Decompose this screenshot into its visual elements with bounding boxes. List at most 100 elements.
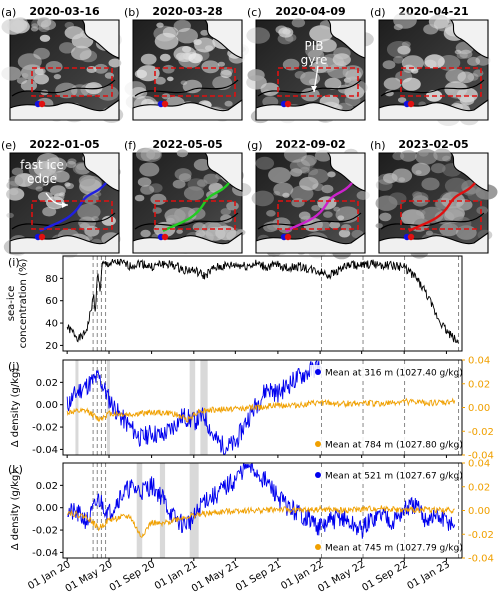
ice-patch (30, 26, 39, 32)
ice-patch (451, 216, 472, 231)
ice-patch (11, 167, 24, 176)
y-tick-label: 0.00 (36, 503, 58, 514)
ice-patch (311, 205, 321, 212)
ice-shelf (9, 98, 120, 121)
ice-patch (6, 187, 25, 201)
ice-patch (448, 88, 455, 93)
ice-patch (67, 158, 77, 165)
ice-patch (425, 230, 433, 236)
ice-patch (246, 27, 270, 44)
y-tick-label-right: -0.02 (468, 427, 494, 438)
ice-patch (140, 229, 151, 238)
ice-patch (383, 173, 398, 184)
ice-patch (6, 212, 14, 218)
ice-patch (459, 49, 473, 59)
ice-patch (124, 81, 147, 97)
y-axis-label-line: Δ density (g/kg) (10, 368, 21, 448)
y-tick-label-right: -0.04 (468, 451, 494, 462)
annotation-line: gyre (301, 53, 328, 67)
map-panel: 2020-04-09 (c) PIB gyre (246, 5, 374, 124)
shaded-period (106, 360, 110, 455)
y-tick-label-right: 0.00 (468, 506, 490, 517)
ice-patch (397, 45, 411, 55)
ice-shelf (378, 231, 489, 254)
x-tick-label: 01 May 20 (64, 559, 115, 594)
ice-patch (255, 156, 275, 170)
ice-patch (401, 55, 424, 71)
y-axis-label: Δ density (g/kg) (10, 471, 21, 551)
annotation-line: edge (27, 172, 57, 186)
study-box (400, 200, 482, 230)
y-tick-label: 20 (45, 341, 58, 352)
ice-patch (140, 53, 157, 65)
ice-patch (393, 56, 404, 64)
map-date-title: 2020-04-21 (398, 5, 468, 18)
map-date-title: 2020-04-09 (275, 5, 345, 18)
ice-patch (65, 160, 77, 169)
ice-patch (329, 221, 341, 229)
ice-patch (167, 76, 174, 82)
shaded-period (75, 360, 79, 455)
chart-panel: 0.02 0.00 -0.02 -0.04 0.04 0.02 0.00 -0.02 -0.04… (8, 356, 494, 462)
ice-patch (9, 188, 19, 196)
x-tick-label: 01 Jan 23 (406, 559, 452, 592)
ice-patch (424, 54, 445, 69)
ice-patch (59, 42, 76, 54)
coastline (11, 79, 116, 97)
y-tick-label: 0.00 (36, 400, 58, 411)
ice-patch (300, 87, 320, 102)
ice-patch (398, 177, 406, 182)
ice-patch (356, 190, 370, 200)
ice-patch (299, 176, 319, 191)
ice-patch (77, 203, 101, 220)
y-tick-label: -0.02 (32, 423, 58, 434)
legend-label: Mean at 521 m (1027.67 g/kg) (325, 472, 463, 482)
study-box (277, 200, 359, 230)
ice-patch (217, 61, 225, 67)
y-tick-label: 60 (45, 296, 58, 307)
ice-patch (311, 61, 329, 74)
ice-patch (402, 77, 421, 91)
series-line-orange (66, 504, 455, 538)
shaded-period (136, 463, 143, 558)
ice-patch (456, 51, 468, 59)
coastline (380, 79, 485, 97)
ice-patch (24, 175, 46, 190)
ice-patch (176, 229, 183, 234)
study-box (400, 67, 482, 97)
ice-patch (291, 198, 305, 208)
shaded-period (200, 360, 208, 455)
mooring-marker-red (38, 100, 46, 108)
fast-ice-edge-line (408, 182, 476, 233)
ice-patch (80, 83, 100, 97)
ice-patch (134, 194, 145, 202)
mooring-marker-red (407, 100, 415, 108)
y-tick-label-right: 0.00 (468, 403, 490, 414)
panel-letter: (h) (370, 139, 386, 152)
ice-patch (375, 195, 398, 211)
ice-patch (154, 76, 166, 85)
panel-letter: (g) (247, 139, 263, 152)
ice-patch (266, 210, 276, 217)
ice-patch (224, 100, 233, 107)
ice-patch (324, 77, 342, 90)
ice-patch (323, 211, 333, 218)
ice-patch (176, 28, 198, 44)
y-tick-label: -0.04 (32, 445, 58, 456)
ice-patch (47, 199, 60, 209)
x-tick-label: 01 Sep 22 (360, 559, 409, 594)
panel-letter: (k) (8, 463, 23, 476)
ice-patch (1, 66, 22, 81)
y-tick-label-right: -0.04 (468, 554, 494, 565)
ice-patch (34, 67, 46, 76)
map-panel: 2022-01-05 (e) fast ice edge (1, 138, 121, 259)
legend-entry: Mean at 745 m (1027.79 g/kg) (310, 540, 463, 554)
ice-patch (176, 149, 188, 158)
ice-patch (203, 173, 219, 185)
ice-patch (301, 155, 317, 166)
ice-patch (296, 156, 316, 170)
y-tick-label: -0.04 (32, 548, 58, 559)
ice-patch (166, 217, 175, 224)
ice-shelf (255, 98, 366, 121)
